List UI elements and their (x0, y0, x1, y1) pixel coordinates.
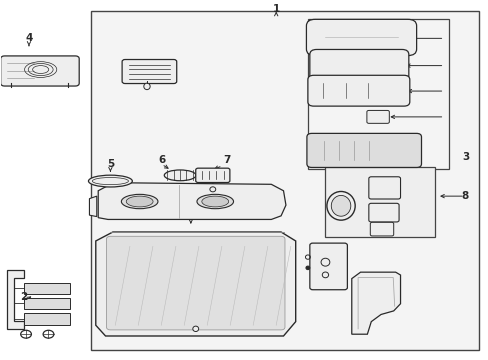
Ellipse shape (143, 83, 150, 90)
Polygon shape (96, 232, 295, 336)
Ellipse shape (164, 170, 196, 181)
Ellipse shape (202, 196, 228, 207)
Ellipse shape (197, 194, 233, 209)
Bar (325, 167, 434, 237)
Bar (91, 12, 478, 350)
Bar (307, 19, 448, 169)
Ellipse shape (305, 266, 309, 270)
FancyBboxPatch shape (306, 134, 421, 167)
Text: 4: 4 (25, 33, 33, 43)
Ellipse shape (121, 194, 158, 209)
Text: 5: 5 (106, 159, 114, 169)
Polygon shape (351, 272, 400, 334)
Polygon shape (98, 183, 285, 220)
FancyBboxPatch shape (307, 75, 409, 106)
Ellipse shape (192, 326, 198, 332)
Text: 8: 8 (460, 191, 468, 201)
Ellipse shape (209, 187, 215, 192)
Ellipse shape (326, 192, 354, 220)
Text: 6: 6 (158, 155, 165, 165)
FancyBboxPatch shape (366, 111, 388, 123)
FancyBboxPatch shape (122, 59, 176, 84)
Ellipse shape (330, 195, 350, 216)
FancyBboxPatch shape (309, 49, 408, 80)
FancyBboxPatch shape (309, 243, 346, 290)
FancyBboxPatch shape (306, 19, 416, 55)
Bar (24, 298, 70, 309)
Polygon shape (6, 270, 24, 329)
Ellipse shape (88, 175, 132, 187)
Bar (24, 283, 70, 294)
FancyBboxPatch shape (195, 168, 229, 183)
FancyBboxPatch shape (369, 222, 393, 236)
Polygon shape (89, 196, 97, 217)
FancyBboxPatch shape (106, 236, 285, 330)
Text: 1: 1 (272, 4, 279, 14)
Text: 2: 2 (20, 292, 28, 302)
FancyBboxPatch shape (368, 203, 398, 222)
FancyBboxPatch shape (368, 177, 400, 199)
FancyBboxPatch shape (0, 56, 79, 86)
Ellipse shape (126, 196, 153, 207)
Text: 3: 3 (462, 152, 469, 162)
Text: 7: 7 (224, 155, 231, 165)
Bar (24, 313, 70, 324)
